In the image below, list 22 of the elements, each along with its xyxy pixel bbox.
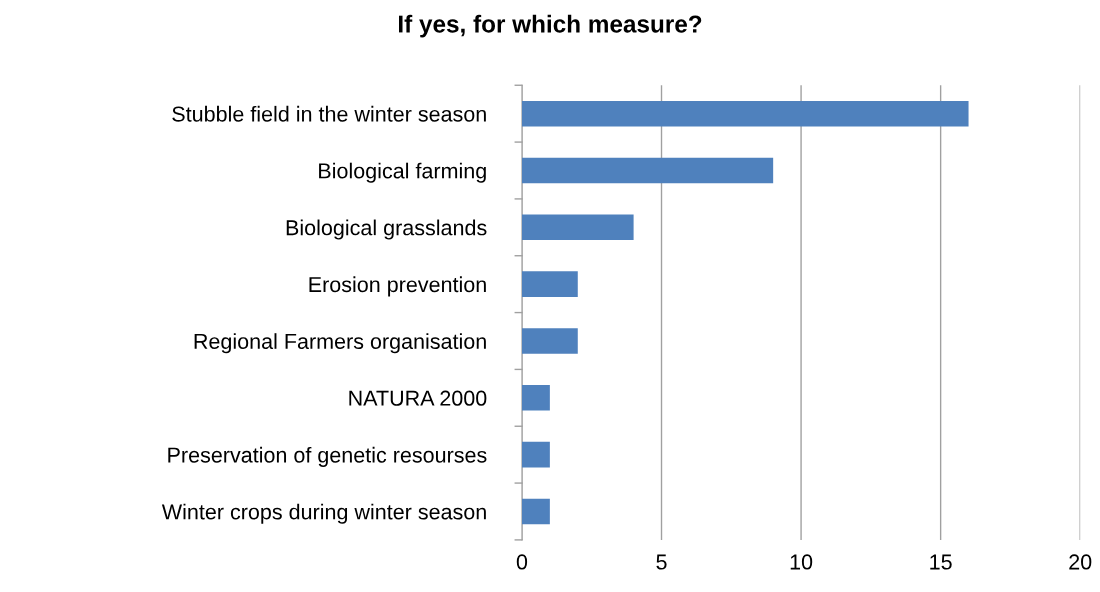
bar [521,214,634,241]
chart-title: If yes, for which measure? [399,14,702,38]
x-tick-label: 0 [516,554,528,570]
y-tick-label: Erosion prevention [309,276,486,297]
y-tick-label: NATURA 2000 [349,390,487,406]
y-tick-label: Stubble field in the winter season [172,105,486,122]
bar [521,100,969,127]
bar [521,157,774,184]
bar [521,385,550,411]
y-tick-label: Regional Farmers organisation [194,333,486,354]
bar [521,271,578,297]
bar [521,328,578,354]
y-tick-label: Preservation of genetic resourses [168,446,487,467]
bar [521,498,550,525]
y-tick-label: Winter crops during winter season [161,503,486,524]
y-tick-label: Biological farming [319,162,486,183]
y-tick-label: Biological grasslands [286,219,487,240]
bar [521,441,550,468]
x-tick-label: 5 [656,554,667,570]
x-tick-label: 15 [930,554,952,570]
x-tick-label: 10 [790,554,813,570]
x-tick-label: 20 [1069,554,1092,570]
